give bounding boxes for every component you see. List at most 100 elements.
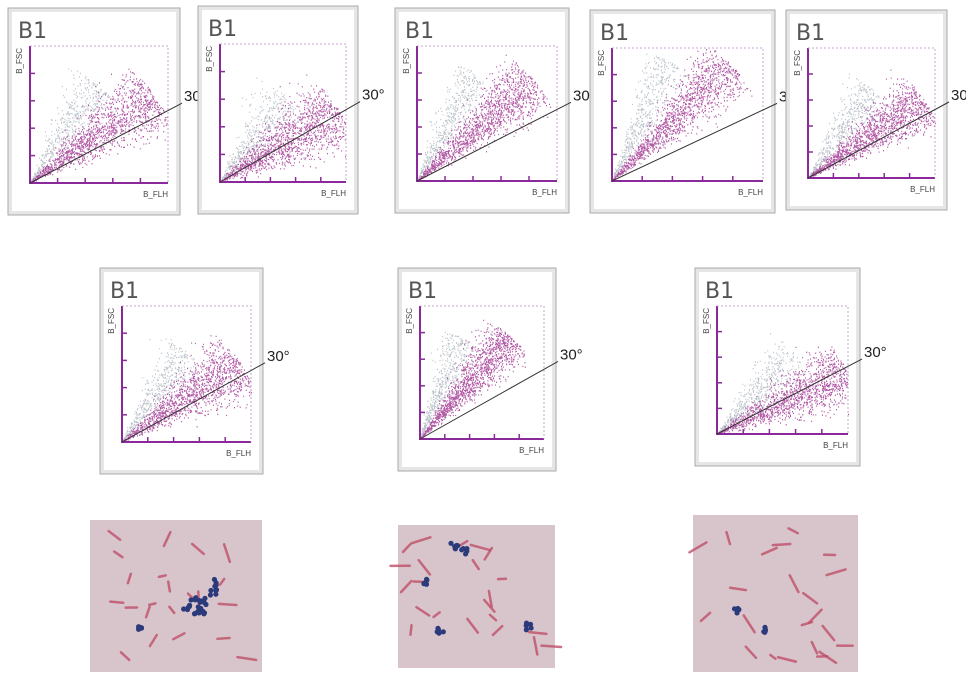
micrograph [389,525,563,668]
cocci-cell [193,595,199,601]
cocci-cell [421,580,428,586]
rod-cell [144,605,151,619]
rod-cell [488,613,498,622]
scatter-dots [809,69,936,178]
panel-title: B1 [405,19,434,44]
plot-border [717,305,849,434]
panel-title: B1 [18,19,47,44]
angle-line [807,101,950,179]
plot-border [30,45,169,183]
rod-cell [532,635,539,656]
panel-title: B1 [110,279,139,304]
rod-cell [168,605,176,615]
cocci-cell [208,587,214,594]
panel-title: B1 [600,21,629,46]
angle-line [29,102,183,184]
rod-cell [401,543,412,554]
x-axis-label: B_FLH [321,189,346,198]
panel-title: B1 [796,21,825,46]
cocci-cell [198,605,204,612]
rod-cell [415,605,431,617]
scatter-dots [122,335,252,443]
y-axis-label: B_FSC [205,46,214,72]
rod-cell [760,546,778,556]
rod-cell [769,653,777,660]
rod-cell [728,586,748,592]
scatter-dots-gray [808,73,886,178]
angle-line [716,358,863,435]
rod-cell [802,591,819,605]
cocci-cell [212,583,218,589]
plot-border [420,305,545,439]
scatter-dots [30,68,168,184]
rod-cell [482,598,496,613]
rod-cell [491,624,504,637]
angle-label: 30° [267,348,290,365]
cocci-cell [188,597,194,603]
cocci-cell [440,629,446,635]
cocci-cell [211,576,218,583]
rod-cell [807,608,823,624]
rod-cell [162,530,172,548]
y-axis-label: B_FSC [793,50,802,76]
rod-cell [107,529,122,542]
y-axis-label: B_FSC [402,48,411,74]
angle-line [611,102,778,182]
rod-cell [171,632,186,641]
rod-cell [410,536,432,545]
micrograph [688,515,858,672]
rod-cell [109,600,125,604]
x-axis-label: B_FLH [823,441,848,450]
rod-cell [218,577,226,586]
scatter-dots [417,54,552,182]
rod-cell [771,542,792,547]
cocci-cell [448,540,454,546]
scatter-dots [613,49,753,181]
y-axis-label: B_FSC [107,308,116,334]
rod-cell [432,611,441,619]
angle-label: 30° [864,344,887,361]
rod-cell [466,617,480,634]
plot-border [417,45,558,181]
cocci-cell [207,592,214,598]
cocci-cell [213,591,219,597]
y-axis-label: B_FSC [597,50,606,76]
panel-title: B1 [408,279,437,304]
rod-cell [147,602,157,607]
rod-cell [821,624,836,642]
x-axis-label: B_FLH [910,185,935,194]
micrograph-bg [90,520,262,672]
cocci-cell [523,623,529,629]
micrograph-bg [693,515,858,672]
cocci-cell [198,598,205,604]
cocci-cell [194,609,201,615]
rod-cell [742,614,756,634]
rod-cell [810,640,819,655]
cocci-cell [527,621,534,627]
cocci-cell [138,624,144,631]
rod-cell [469,543,492,552]
plot-border [122,305,252,442]
rod-cell [148,633,159,648]
x-axis-label: B_FLH [532,188,557,197]
rod-cell [119,651,131,662]
rod-cell [725,530,732,546]
angle-label: 30° [951,87,966,104]
cocci-cell [452,543,458,550]
rod-cell [471,558,480,571]
cocci-cell [213,587,219,594]
rod-cell [825,568,847,577]
rod-cell [112,550,124,559]
rod-cell [417,558,432,576]
scatter-dots [717,346,849,435]
rod-cell [540,644,563,649]
rod-cell [399,579,413,594]
cocci-cell [762,627,769,633]
rod-cell [217,602,238,607]
scatter-panel: 30° B1 B_FLH B_FSC [785,9,966,211]
cocci-cell [181,606,187,612]
